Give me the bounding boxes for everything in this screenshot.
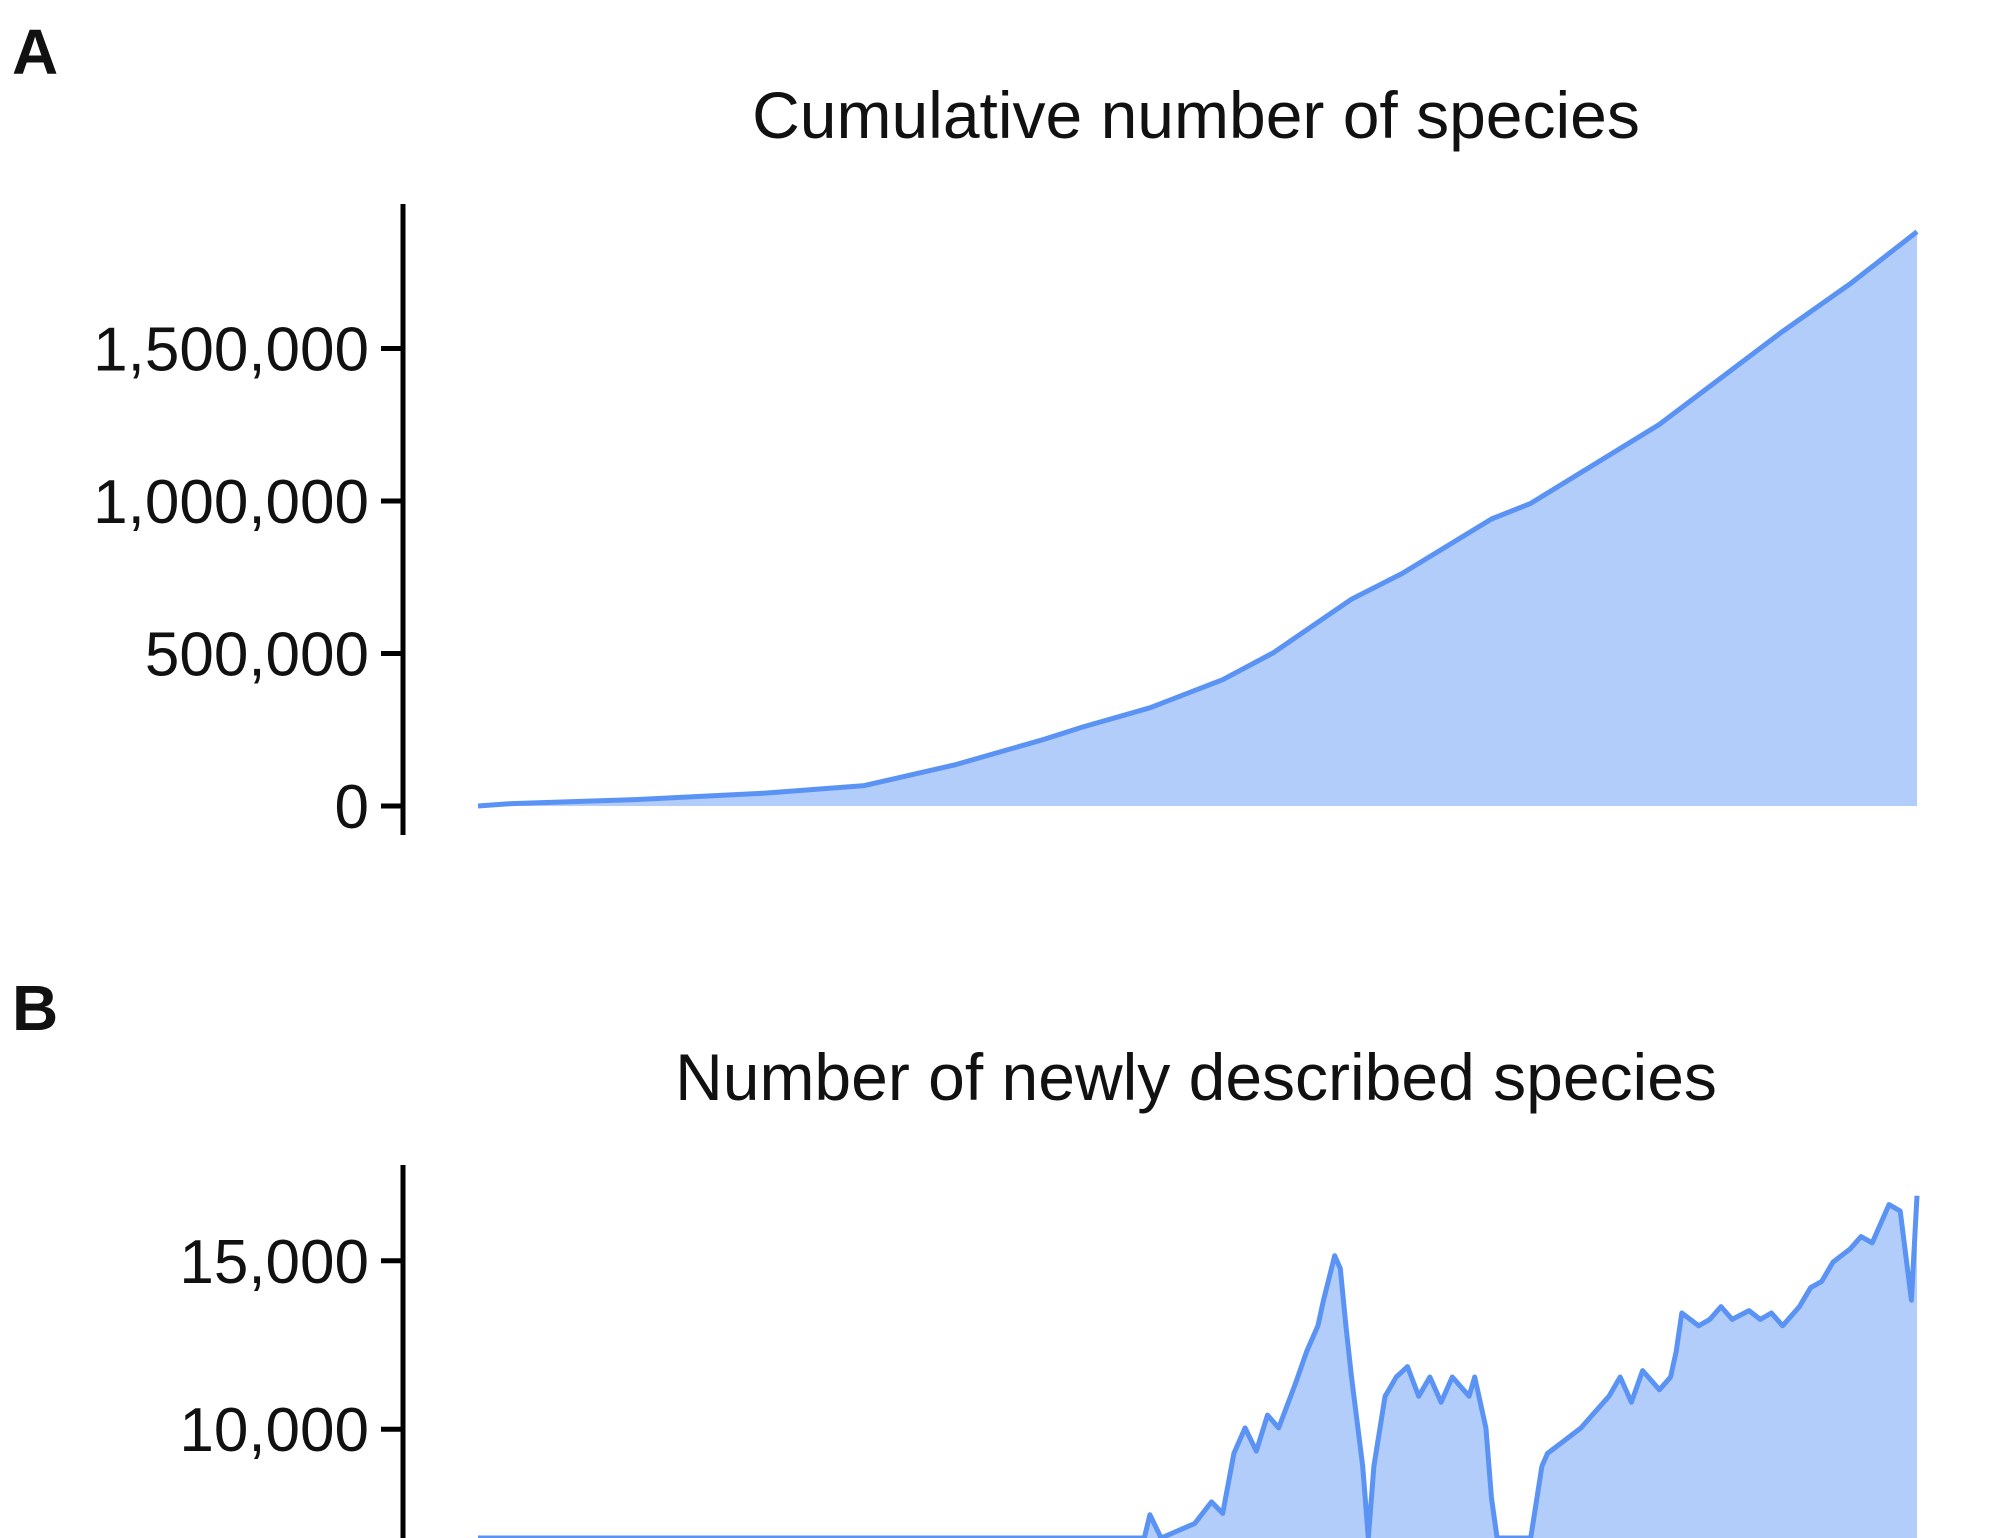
y-tick-label: 1,000,000 [93,468,369,537]
y-tick-label: 1,500,000 [93,316,369,385]
y-tick-label: 500,000 [145,621,369,690]
panel-label-b: B [12,972,58,1044]
panel-a: A Cumulative number of species 0 500,000 1… [12,16,1919,842]
area-fill-b [478,1195,1917,1538]
y-tick-label: 15,000 [179,1228,369,1297]
chart-title-b: Number of newly described species [675,1040,1717,1114]
y-tick-label: 10,000 [179,1396,369,1465]
panel-b: B Number of newly described species 10,0… [12,972,1920,1538]
y-ticks-a: 0 500,000 1,000,000 1,500,000 [93,316,403,842]
y-ticks-b: 10,000 15,000 [179,1228,403,1465]
y-tick-label: 0 [335,773,369,842]
area-fill-a [478,231,1917,806]
chart-title-a: Cumulative number of species [752,78,1640,152]
panel-label-a: A [12,16,58,88]
